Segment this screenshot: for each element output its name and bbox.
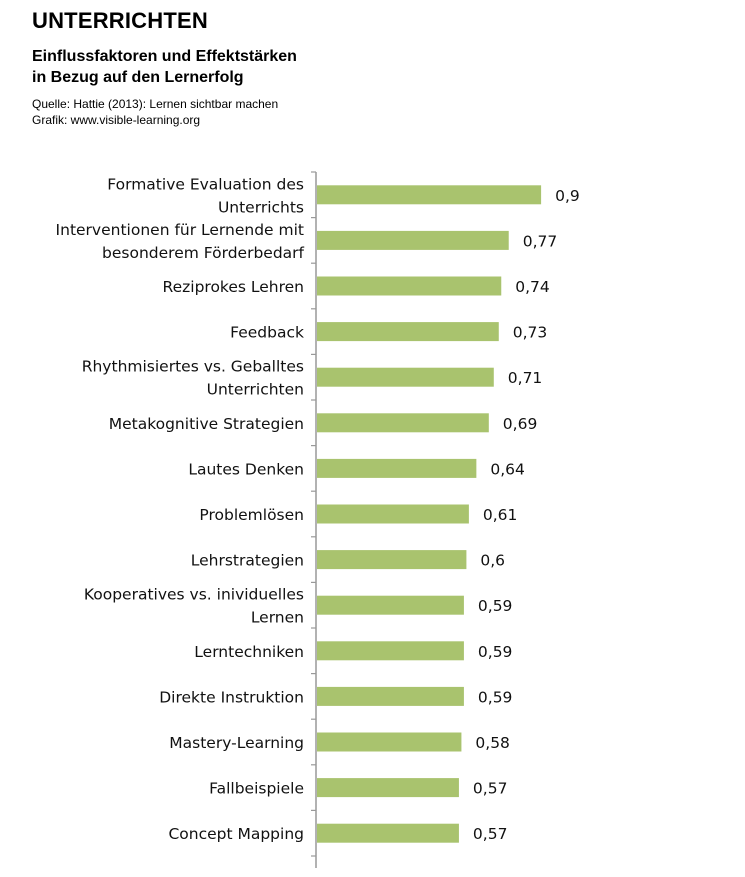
bar (317, 230, 509, 250)
bar (317, 595, 464, 615)
bar (317, 276, 502, 296)
bar (317, 504, 469, 524)
bar (317, 413, 489, 433)
category-label: Direkte Instruktion (159, 688, 304, 706)
bar (317, 367, 494, 387)
category-label: Kooperatives vs. inividuelles (84, 586, 304, 604)
category-label: Lautes Denken (188, 460, 304, 478)
category-label: Problemlösen (199, 506, 304, 524)
value-label: 0,69 (503, 415, 538, 433)
subtitle-line-1: Einflussfaktoren und Effektstärken (32, 48, 297, 65)
value-label: 0,6 (480, 552, 505, 570)
bar (317, 185, 542, 205)
value-label: 0,58 (475, 734, 510, 752)
bar (317, 322, 499, 342)
bar (317, 823, 459, 843)
bar-chart: 0,9 Formative Evaluation des Unterrichts 0,… (56, 171, 580, 868)
category-label: Fallbeispiele (209, 780, 304, 798)
value-label: 0,57 (473, 825, 508, 843)
category-label: Lehrstrategien (191, 552, 304, 570)
category-label: Feedback (230, 324, 304, 342)
subtitle-line-2: in Bezug auf den Lernerfolg (32, 69, 244, 86)
chart-header: UNTERRICHTEN Einflussfaktoren und Effekt… (32, 8, 297, 128)
category-label: Unterrichten (207, 381, 304, 399)
category-label: Reziprokes Lehren (163, 278, 304, 296)
category-label: Rhythmisiertes vs. Geballtes (82, 358, 304, 376)
bar (317, 686, 464, 706)
value-label: 0,64 (490, 460, 525, 478)
category-label: Formative Evaluation des (107, 175, 304, 193)
bar (317, 732, 462, 752)
value-label: 0,77 (523, 232, 558, 250)
chart-subtitle: Einflussfaktoren und Effektstärken in Be… (32, 46, 297, 88)
source-line-2: Grafik: www.visible-learning.org (32, 113, 201, 127)
value-label: 0,9 (555, 187, 580, 205)
value-label: 0,73 (513, 324, 548, 342)
bar (317, 778, 459, 798)
value-label: 0,61 (483, 506, 518, 524)
category-label: Concept Mapping (168, 825, 304, 843)
bar (317, 550, 467, 570)
chart-title: UNTERRICHTEN (32, 8, 208, 33)
source-line-1: Quelle: Hattie (2013): Lernen sichtbar m… (32, 97, 279, 111)
source-note: Quelle: Hattie (2013): Lernen sichtbar m… (32, 96, 297, 128)
category-label: Unterrichts (218, 198, 304, 216)
value-label: 0,59 (478, 688, 513, 706)
value-label: 0,71 (508, 369, 543, 387)
category-label: besonderem Förderbedarf (102, 244, 305, 262)
category-label: Metakognitive Strategien (109, 415, 304, 433)
category-label: Lernen (251, 609, 304, 627)
bar (317, 458, 477, 478)
bar (317, 641, 464, 661)
value-label: 0,57 (473, 780, 508, 798)
category-label: Mastery-Learning (169, 734, 304, 752)
value-label: 0,59 (478, 643, 513, 661)
value-label: 0,74 (515, 278, 550, 296)
category-label: Interventionen für Lernende mit (56, 221, 304, 239)
category-label: Lerntechniken (194, 643, 304, 661)
value-label: 0,59 (478, 597, 513, 615)
